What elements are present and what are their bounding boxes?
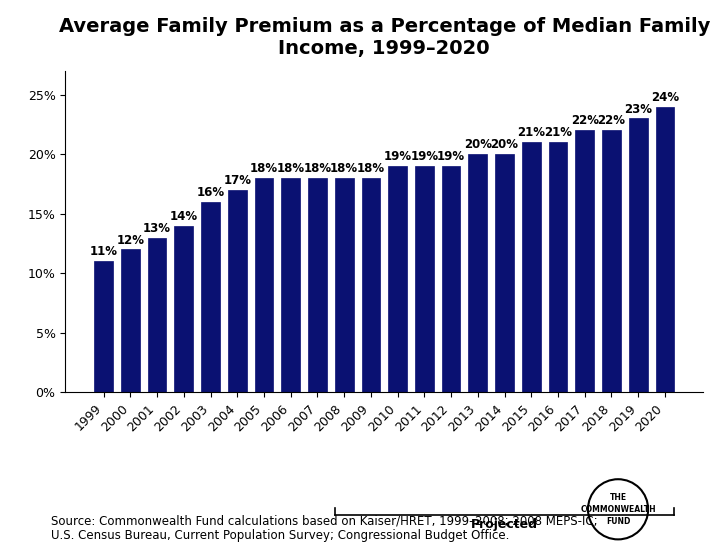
Text: 20%: 20% <box>491 138 518 152</box>
Text: 14%: 14% <box>170 210 198 223</box>
Bar <box>335 178 354 392</box>
Bar <box>254 178 273 392</box>
Circle shape <box>588 479 648 540</box>
Bar <box>576 130 594 392</box>
Text: 22%: 22% <box>597 114 626 128</box>
Bar <box>549 142 568 392</box>
Title: Average Family Premium as a Percentage of Median Family
Income, 1999–2020: Average Family Premium as a Percentage o… <box>59 17 710 58</box>
Text: 18%: 18% <box>330 162 358 175</box>
Text: 19%: 19% <box>437 150 465 163</box>
Bar <box>655 107 674 392</box>
Text: 17%: 17% <box>223 174 252 187</box>
Text: 11%: 11% <box>90 245 117 258</box>
Bar <box>389 166 407 392</box>
Text: 23%: 23% <box>624 102 652 116</box>
Text: 22%: 22% <box>571 114 599 128</box>
Bar <box>362 178 380 392</box>
Bar <box>308 178 327 392</box>
Text: 18%: 18% <box>357 162 385 175</box>
Text: THE
COMMONWEALTH
FUND: THE COMMONWEALTH FUND <box>580 493 656 525</box>
Bar <box>148 238 167 392</box>
Bar <box>468 154 487 392</box>
Bar <box>629 118 647 392</box>
Bar <box>94 262 113 392</box>
Bar <box>281 178 300 392</box>
Bar <box>175 226 193 392</box>
Text: 18%: 18% <box>303 162 331 175</box>
Text: 18%: 18% <box>250 162 278 175</box>
Bar <box>228 190 247 392</box>
Bar <box>442 166 460 392</box>
Text: 24%: 24% <box>651 90 679 104</box>
Text: Source: Commonwealth Fund calculations based on Kaiser/HRET, 1999–2008; 2008 MEP: Source: Commonwealth Fund calculations b… <box>51 514 597 542</box>
Bar <box>495 154 514 392</box>
Text: 21%: 21% <box>517 126 545 140</box>
Text: 19%: 19% <box>384 150 412 163</box>
Text: 16%: 16% <box>196 186 225 199</box>
Text: 20%: 20% <box>464 138 492 152</box>
Text: 13%: 13% <box>143 222 171 234</box>
Bar <box>121 250 140 392</box>
Text: 21%: 21% <box>544 126 572 140</box>
Bar <box>201 202 220 392</box>
Text: 19%: 19% <box>410 150 439 163</box>
Bar <box>415 166 434 392</box>
Text: 18%: 18% <box>277 162 304 175</box>
Bar <box>522 142 541 392</box>
Text: Projected: Projected <box>471 518 538 531</box>
Bar <box>602 130 621 392</box>
Text: 12%: 12% <box>116 233 144 246</box>
